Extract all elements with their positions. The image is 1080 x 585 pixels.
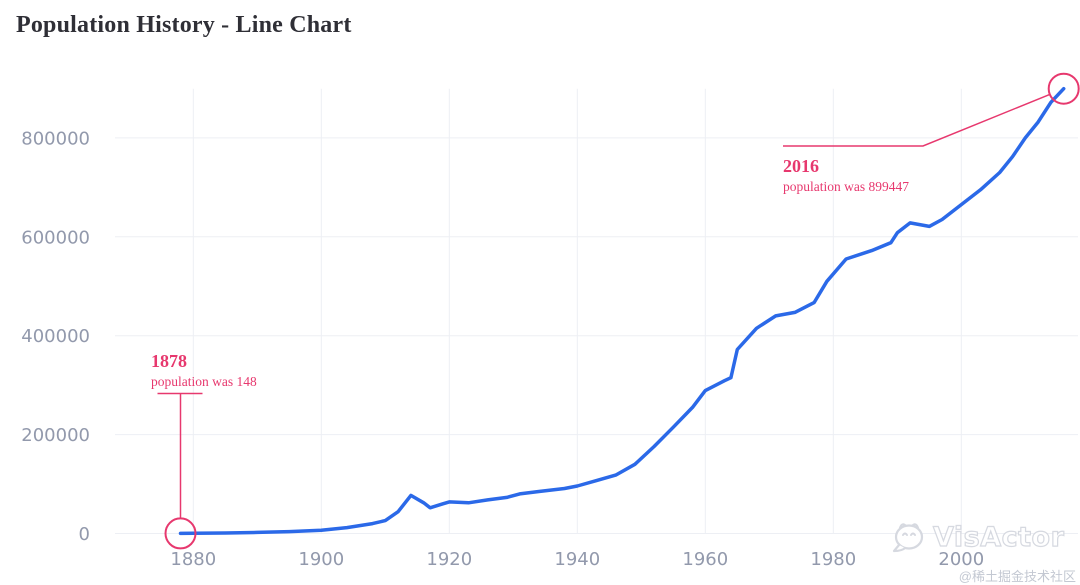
axis-tick-labels: 0 200000 400000 600000 800000 1880 1900 1920 194… — [21, 128, 984, 570]
chart-title: Population History - Line Chart — [16, 12, 352, 38]
annotation-2016-year: 2016 — [783, 156, 819, 176]
annotation-1878-text: population was 148 — [151, 374, 257, 389]
juejin-watermark: @稀土掘金技术社区 — [958, 569, 1076, 584]
x-axis-tick-label: 1980 — [810, 549, 856, 570]
y-axis-tick-label: 600000 — [21, 227, 90, 248]
visactor-logo-icon — [892, 523, 924, 553]
x-axis-tick-label: 1940 — [554, 549, 600, 570]
annotation-2016-text: population was 899447 — [783, 179, 909, 194]
visactor-watermark: VisActor — [890, 518, 1065, 556]
y-axis-tick-label: 400000 — [21, 326, 90, 347]
annotation-marker-circle — [164, 517, 197, 550]
x-axis-tick-label: 1880 — [170, 549, 216, 570]
annotation-connectors — [157, 93, 1051, 519]
annotation-1878-year: 1878 — [151, 351, 187, 371]
annotation-2016: 2016 population was 899447 — [783, 156, 909, 194]
gridlines — [115, 88, 1078, 534]
x-axis-tick-label: 2000 — [938, 549, 984, 570]
y-axis-tick-label: 0 — [79, 524, 90, 545]
annotation-marker-circle — [1047, 72, 1080, 105]
x-axis-tick-label: 1920 — [426, 549, 472, 570]
annotation-1878: 1878 population was 148 — [151, 351, 257, 389]
x-axis-tick-label: 1960 — [682, 549, 728, 570]
population-line-series[interactable] — [178, 86, 1066, 536]
y-axis-tick-label: 800000 — [21, 128, 90, 149]
x-axis-tick-label: 1900 — [298, 549, 344, 570]
visactor-watermark-text: VisActor — [932, 521, 1065, 553]
y-axis-tick-label: 200000 — [21, 425, 90, 446]
